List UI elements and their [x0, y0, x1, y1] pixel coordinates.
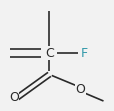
Text: C: C — [45, 47, 53, 60]
Text: O: O — [75, 83, 85, 96]
Text: O: O — [9, 91, 19, 104]
Text: F: F — [80, 47, 87, 60]
